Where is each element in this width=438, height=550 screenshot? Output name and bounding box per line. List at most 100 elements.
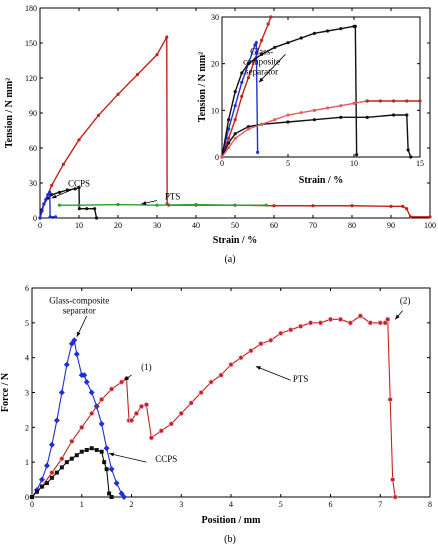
x-tick-label: 1 bbox=[80, 500, 84, 509]
data-point-pts-main bbox=[116, 92, 120, 96]
data-point-pts-b bbox=[385, 316, 391, 322]
data-point-glass-inset bbox=[254, 41, 258, 45]
y-tick-label: 1 bbox=[25, 458, 29, 467]
x-tick-label: 15 bbox=[416, 159, 424, 168]
data-point-pts-b bbox=[188, 400, 194, 406]
data-point-pts-b bbox=[228, 362, 234, 368]
data-point-ccps-upper bbox=[339, 27, 343, 31]
data-point-pts-b bbox=[218, 372, 224, 378]
data-point-pts-b bbox=[317, 320, 324, 326]
y-tick-label: 10 bbox=[211, 106, 219, 115]
data-point-ccps-lower bbox=[233, 132, 237, 136]
data-point-pts-main bbox=[405, 207, 409, 211]
data-point-ccps-upper bbox=[246, 62, 250, 66]
data-point-pts-b bbox=[268, 337, 274, 343]
data-point-glass-b bbox=[108, 466, 115, 473]
data-point-pts-lower bbox=[339, 104, 343, 108]
data-point-pts-b bbox=[337, 316, 344, 322]
data-point-pts-b bbox=[288, 327, 294, 333]
data-point-glass-b bbox=[73, 351, 80, 358]
data-point-ccps-b bbox=[59, 465, 64, 470]
data-point-glass-b bbox=[83, 379, 90, 386]
data-point-green-main bbox=[116, 202, 120, 207]
data-point-pts-b bbox=[198, 389, 204, 396]
x-tick-label: 6 bbox=[329, 500, 333, 509]
data-point-pts-b bbox=[99, 396, 105, 403]
x-tick-label: 2 bbox=[130, 500, 134, 509]
data-point-pts-inset bbox=[233, 118, 237, 122]
y-tick-label: 30 bbox=[29, 179, 37, 188]
data-point-pts-b bbox=[109, 386, 115, 392]
data-point-ccps-main bbox=[65, 188, 69, 192]
data-point-ccps-upper bbox=[353, 24, 357, 28]
data-point-pts-b bbox=[278, 330, 284, 336]
ccps-b-arrow-head bbox=[109, 452, 115, 457]
data-point-ccps-main bbox=[77, 186, 81, 190]
data-point-ccps-b bbox=[30, 495, 34, 499]
data-point-glass-main bbox=[40, 209, 44, 213]
x-tick-label: 8 bbox=[428, 500, 432, 509]
data-point-pts-inset bbox=[266, 22, 270, 26]
data-point-ccps-lower bbox=[392, 113, 396, 117]
data-point-pts-b bbox=[367, 320, 373, 326]
data-point-ccps-b bbox=[74, 453, 79, 458]
x-tick-label: 10 bbox=[350, 159, 358, 168]
data-point-ccps-main bbox=[50, 193, 54, 197]
data-point-pts-b bbox=[168, 421, 174, 427]
data-point-pts-b bbox=[178, 410, 184, 416]
data-point-pts-tail bbox=[418, 99, 422, 103]
data-point-pts-b bbox=[208, 379, 214, 385]
data-point-ccps-main bbox=[77, 207, 81, 211]
data-point-pts-inset bbox=[240, 94, 244, 98]
y-tick-label: 0 bbox=[33, 214, 37, 223]
data-point-ccps-upper bbox=[260, 52, 264, 56]
data-point-glass-b bbox=[113, 480, 120, 487]
x-tick-label: 0 bbox=[30, 500, 34, 509]
data-point-ccps-b bbox=[89, 446, 94, 451]
data-point-pts-b bbox=[79, 424, 85, 430]
plot-frame bbox=[221, 16, 421, 158]
data-point-pts-main bbox=[401, 204, 405, 208]
data-point-ccps-b bbox=[99, 449, 104, 454]
data-point-ccps-lower bbox=[246, 125, 250, 129]
y-axis-label: Tension / N mm² bbox=[197, 52, 208, 122]
data-point-glass-b bbox=[63, 361, 70, 368]
data-point-glass-b bbox=[81, 372, 88, 379]
data-point-pts-main bbox=[389, 204, 393, 208]
data-point-pts-main bbox=[272, 204, 276, 208]
data-point-glass-b bbox=[43, 462, 50, 469]
data-point-pts-lower bbox=[227, 146, 231, 150]
data-point-ccps-upper bbox=[233, 90, 237, 94]
data-point-ccps-b bbox=[107, 491, 112, 496]
y-tick-label: 20 bbox=[211, 60, 219, 69]
x-tick-label: 100 bbox=[424, 221, 436, 230]
x-tick-label: 20 bbox=[114, 221, 122, 230]
data-point-ccps-main bbox=[93, 207, 97, 211]
y-tick-label: 5 bbox=[25, 319, 29, 328]
data-point-ccps-upper bbox=[273, 45, 277, 49]
inset-background bbox=[222, 17, 420, 157]
y-tick-label: 2 bbox=[25, 423, 29, 432]
annotation: CCPS bbox=[155, 454, 177, 464]
data-point-ccps-upper bbox=[326, 29, 330, 33]
data-point-pts-main bbox=[50, 183, 54, 187]
data-point-ccps-b bbox=[64, 460, 69, 465]
data-point-pts-b bbox=[138, 403, 145, 410]
data-point-pts-lower bbox=[220, 155, 224, 159]
pts-2-arrow-head bbox=[395, 314, 400, 320]
data-point-ccps-lower bbox=[339, 115, 343, 119]
annotation: (1) bbox=[141, 362, 152, 372]
data-point-ccps-b bbox=[34, 489, 39, 494]
x-tick-label: 5 bbox=[286, 159, 290, 168]
annotation: Glass-composite separator bbox=[49, 296, 109, 316]
data-point-glass-b bbox=[121, 494, 128, 500]
data-point-glass-main bbox=[46, 193, 50, 197]
data-point-pts-main bbox=[135, 72, 140, 77]
annotation: (2) bbox=[400, 296, 411, 306]
annotation: PTS bbox=[165, 191, 181, 201]
pts-1-arrow-head bbox=[124, 376, 129, 381]
data-point-ccps-main bbox=[94, 216, 99, 220]
data-point-ccps-upper bbox=[299, 36, 303, 40]
y-tick-label: 150 bbox=[25, 39, 37, 48]
x-axis-label: Strain / % bbox=[299, 175, 343, 186]
